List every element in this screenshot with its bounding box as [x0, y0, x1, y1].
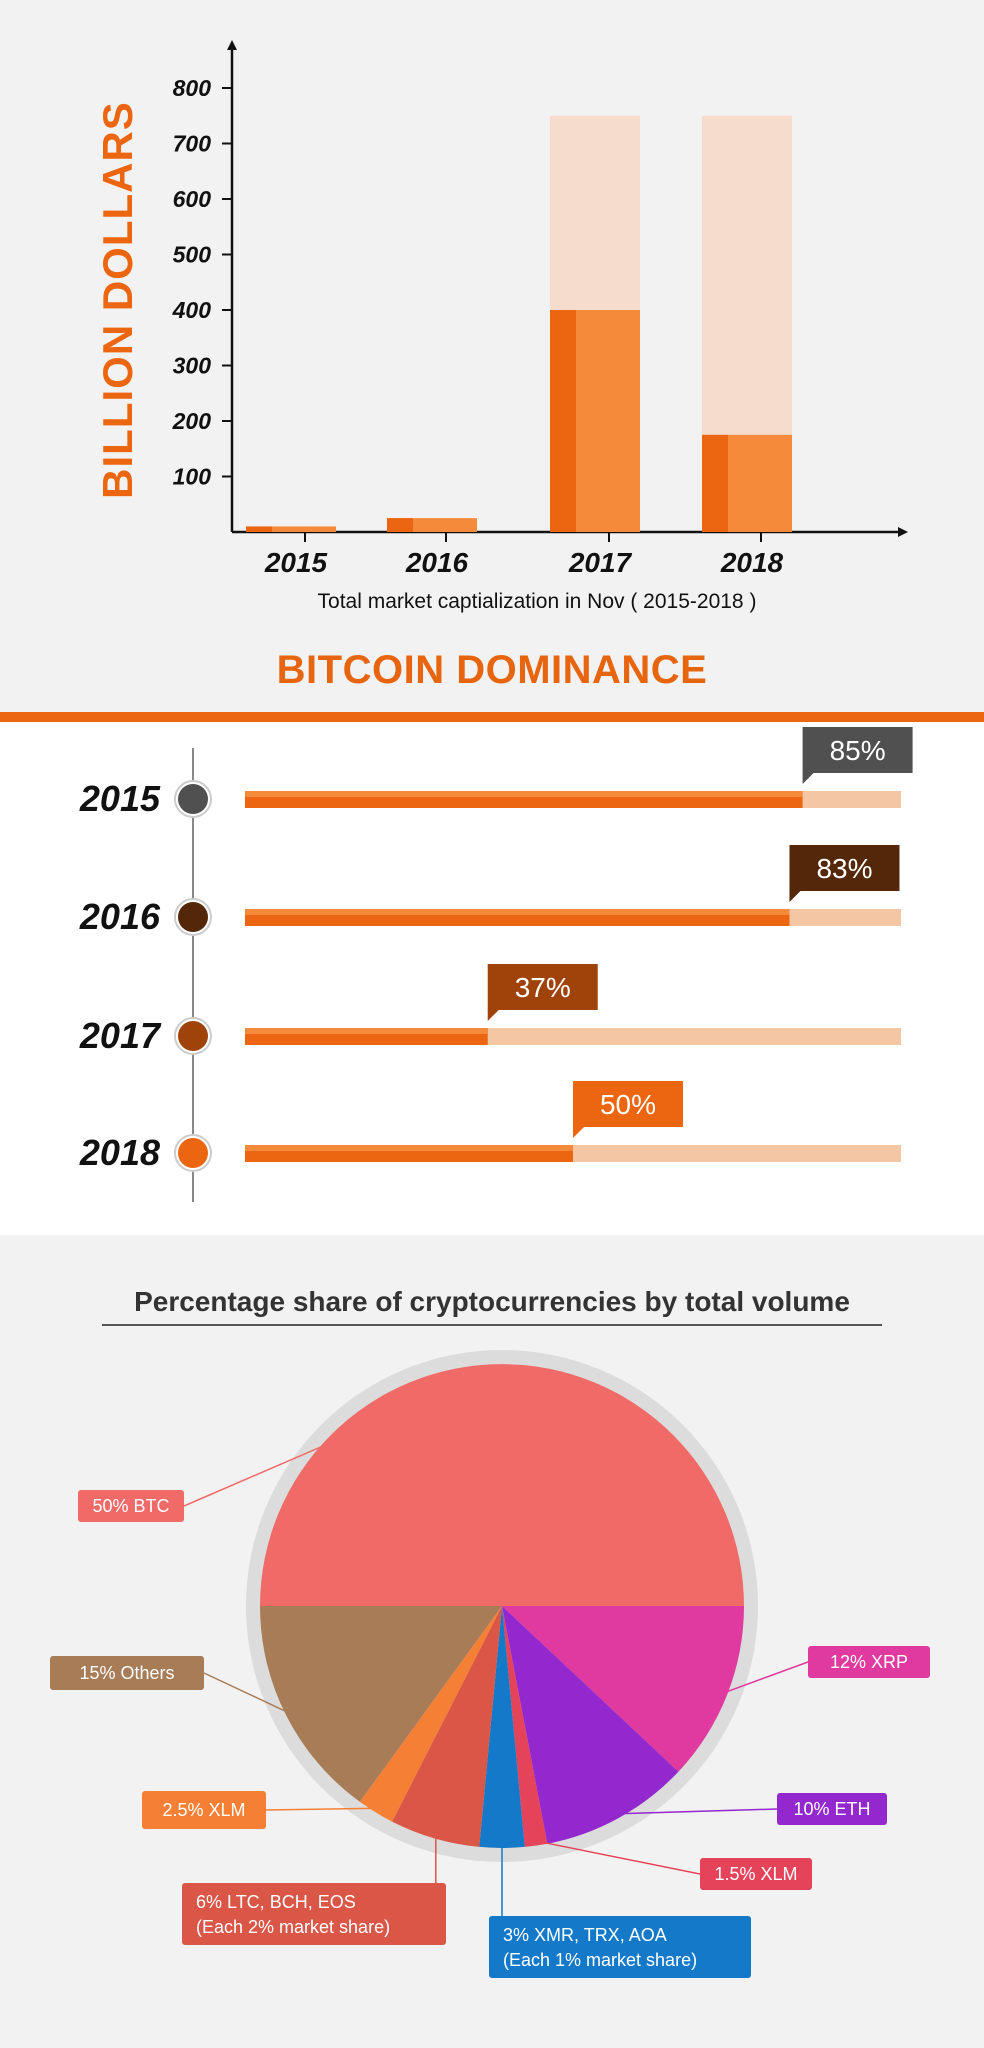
leader-line [183, 1368, 503, 1507]
value-label: 50% [600, 1089, 656, 1120]
pie-slice [502, 1606, 744, 1772]
timeline-marker [178, 784, 208, 814]
slice-label: 10% ETH [793, 1799, 870, 1819]
pie-chart: 50% BTC 12% XRP 10% ETH 1.5% XLM 3% XMR, TRX… [50, 1350, 930, 1978]
timeline-marker [178, 1138, 208, 1168]
year-label: 2018 [79, 1132, 160, 1173]
value-label: 83% [816, 853, 872, 884]
pie-slice [392, 1606, 502, 1847]
slice-label: 3% XMR, TRX, AOA [503, 1925, 667, 1945]
slice-label-sub: (Each 2% market share) [196, 1917, 390, 1937]
leader-line [535, 1840, 701, 1875]
slice-label: 6% LTC, BCH, EOS [196, 1892, 356, 1912]
slice-label-box [489, 1916, 751, 1978]
slice-label: 12% XRP [830, 1652, 908, 1672]
value-callout [789, 845, 900, 891]
x-tick-label: 2016 [405, 547, 469, 578]
slice-label: 1.5% XLM [714, 1864, 797, 1884]
dominance-bar-highlight [245, 1145, 573, 1151]
x-axis-label: Total market captialization in Nov ( 201… [318, 590, 757, 613]
y-tick-label: 200 [172, 408, 212, 434]
y-tick-label: 800 [173, 75, 212, 101]
year-label: 2016 [79, 896, 161, 937]
pie-slice [260, 1364, 744, 1606]
value-label: 85% [830, 735, 886, 766]
y-tick-label: 500 [173, 242, 212, 268]
year-label: 2015 [79, 778, 161, 819]
value-callout [573, 1081, 683, 1127]
dominance-bar-highlight [245, 1028, 488, 1034]
dominance-bar-highlight [245, 791, 803, 797]
pie-slice [359, 1606, 502, 1822]
leader-line [265, 1807, 379, 1811]
pie-slice [502, 1606, 679, 1844]
value-callout [487, 964, 598, 1010]
bar-shade [246, 526, 272, 532]
timeline-marker [178, 1021, 208, 1051]
bar [246, 526, 336, 532]
y-tick-label: 400 [172, 297, 212, 323]
bar-shade [702, 434, 728, 532]
slice-label: 50% BTC [92, 1496, 169, 1516]
value-callout-tail [573, 1126, 585, 1138]
slice-label: 2.5% XLM [162, 1800, 245, 1820]
dominance-chart: 2015 85% 2016 83% 2017 37% 2018 50% [79, 727, 913, 1202]
pie-slice [260, 1606, 502, 1802]
value-callout-tail [802, 772, 815, 784]
slice-label: 15% Others [79, 1663, 174, 1683]
dominance-bar-highlight [245, 909, 790, 915]
value-callout-tail [789, 890, 802, 902]
x-tick-label: 2018 [720, 547, 784, 578]
y-tick-label: 300 [173, 353, 212, 379]
value-label: 37% [515, 972, 571, 1003]
y-tick-label: 600 [173, 186, 212, 212]
value-callout-tail [487, 1009, 500, 1021]
leader-line [203, 1672, 292, 1715]
y-tick-label: 100 [173, 464, 212, 490]
x-axis-arrow [898, 527, 908, 537]
slice-label-box [50, 1656, 204, 1690]
slice-label-box [808, 1646, 930, 1678]
pie-slice [479, 1606, 525, 1848]
pie-title: Percentage share of cryptocurrencies by … [134, 1286, 850, 1317]
dominance-title: BITCOIN DOMINANCE [276, 648, 708, 692]
timeline-marker [178, 902, 208, 932]
market-cap-chart: 100 200 300 400 500 600 700 800 2015 2016 2017 2018… [172, 40, 908, 613]
bar-shade [550, 310, 576, 532]
x-tick-label: 2017 [568, 547, 633, 578]
value-callout [802, 727, 913, 773]
slice-label-sub: (Each 1% market share) [503, 1950, 697, 1970]
slice-label-box [78, 1490, 184, 1522]
y-axis-arrow [227, 40, 237, 50]
pie-slice [502, 1606, 548, 1847]
year-label: 2017 [79, 1015, 162, 1056]
bar-shade [387, 518, 413, 532]
x-tick-label: 2015 [264, 547, 328, 578]
slice-label-box [700, 1858, 812, 1890]
pie-title-rule [102, 1324, 882, 1326]
slice-label-box [777, 1793, 887, 1825]
bar-ghost [550, 115, 640, 310]
bar-ghost [702, 115, 792, 435]
slice-label-box [182, 1883, 446, 1945]
y-tick-label: 700 [173, 131, 212, 157]
leader-line [722, 1661, 809, 1695]
slice-label-box [142, 1791, 266, 1829]
market-cap-section [0, 0, 984, 712]
leader-line [616, 1808, 778, 1815]
